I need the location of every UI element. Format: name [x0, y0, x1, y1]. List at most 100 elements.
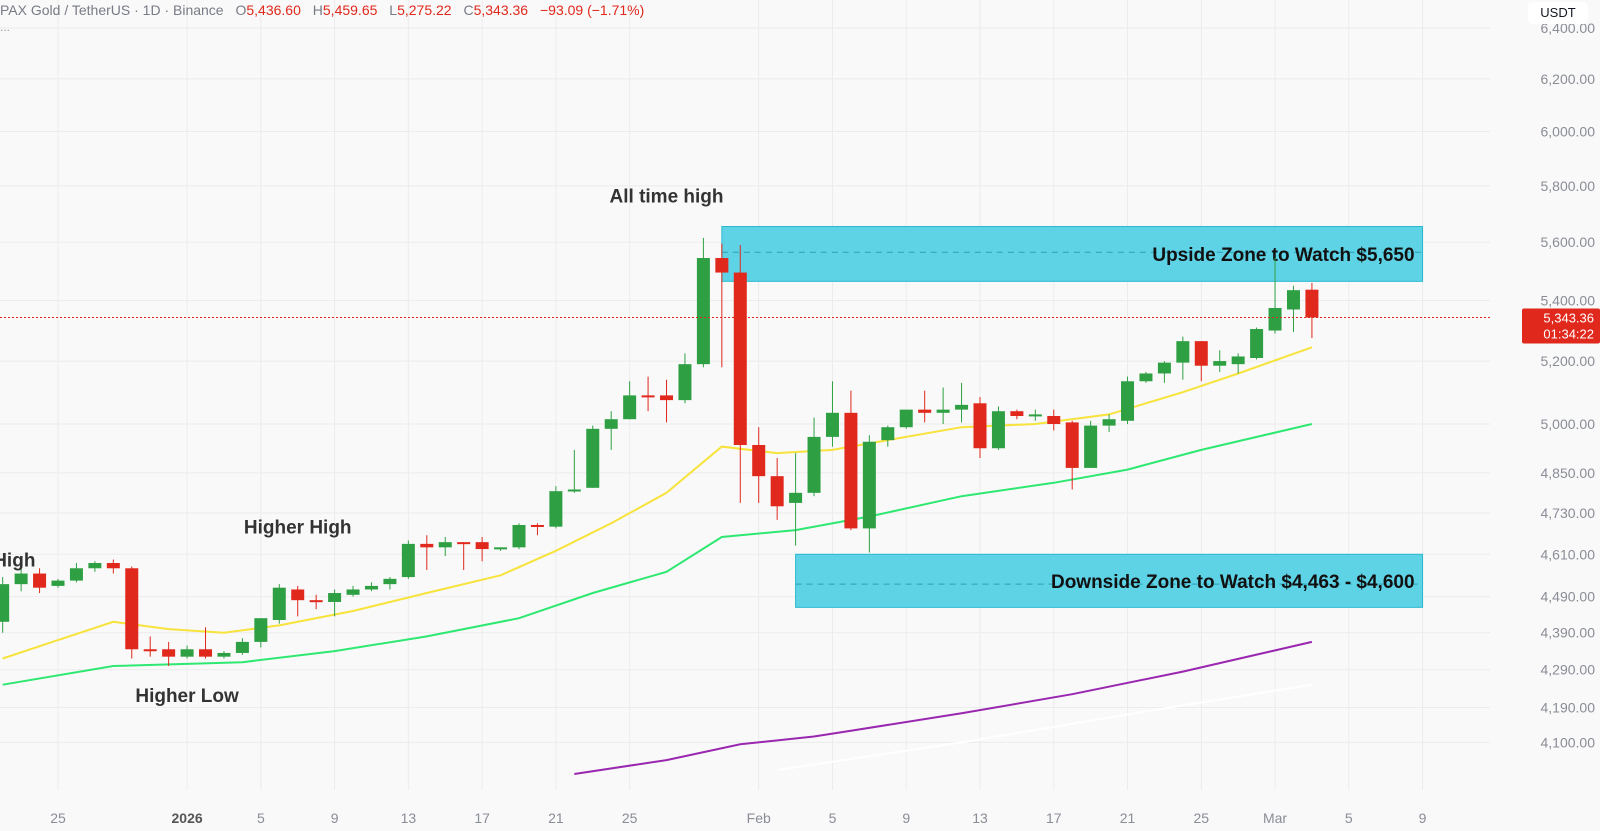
high-value: 5,459.65 [322, 2, 378, 18]
candle-body [1194, 341, 1208, 366]
upside-zone [721, 226, 1424, 282]
candle-body [1047, 416, 1061, 425]
ema-yellow-line [2, 346, 1313, 660]
candle-body [1157, 362, 1171, 374]
candle-body [51, 580, 65, 586]
candle-body [475, 542, 489, 550]
candle-body [180, 649, 194, 657]
y-tick-label: 4,390.00 [1541, 625, 1596, 641]
higher-high-label: Higher High [244, 518, 352, 539]
candle-body [272, 587, 286, 620]
y-tick-label: 4,730.00 [1541, 505, 1596, 521]
all-time-high-label: All time high [610, 187, 724, 208]
x-tick-label: 21 [548, 810, 564, 826]
y-tick-label: 4,100.00 [1541, 734, 1596, 750]
x-tick-label: 13 [972, 810, 988, 826]
y-tick-label: 4,490.00 [1541, 589, 1596, 605]
candle-body [0, 584, 10, 622]
x-tick-label: 2026 [172, 810, 203, 826]
candle-body [254, 618, 268, 642]
downside-zone-label: Downside Zone to Watch $4,463 - $4,600 [1051, 572, 1415, 593]
candle-body [88, 563, 102, 569]
candle-body [14, 573, 28, 585]
time-axis[interactable]: 25 2026 5 9 13 17 21 25 Feb 5 9 13 17 21 25 Mar 5 9 [50, 810, 1426, 826]
ema-white-line [777, 683, 1313, 771]
candle-body [1028, 414, 1042, 417]
y-tick-label: 5,000.00 [1541, 416, 1596, 432]
candle-body [1305, 289, 1319, 318]
candle-body [1121, 381, 1135, 421]
x-tick-label: Feb [747, 810, 771, 826]
y-tick-label: 5,600.00 [1541, 234, 1596, 250]
currency-button[interactable]: USDT [1528, 2, 1588, 24]
high-label: H [312, 2, 323, 18]
candle-body [69, 568, 83, 581]
last-price-tag: 5,343.36 01:34:22 [1522, 308, 1600, 344]
legend-more-button[interactable]: ... [0, 20, 11, 34]
higher-low-label: Higher Low [135, 686, 239, 707]
candle-body [401, 543, 415, 578]
candle-body [383, 578, 397, 585]
close-label: C [463, 2, 474, 18]
grid-lines [0, 0, 1490, 790]
close-value: 5,343.36 [473, 2, 529, 18]
x-tick-label: 9 [1419, 810, 1427, 826]
candle-body [235, 641, 249, 653]
y-tick-label: 5,400.00 [1541, 293, 1596, 309]
candle-body [1250, 329, 1264, 358]
x-tick-label: 25 [1193, 810, 1209, 826]
symbol-title[interactable]: PAX Gold / TetherUS · 1D · Binance [0, 2, 224, 18]
y-tick-label: 4,850.00 [1541, 465, 1596, 481]
low-label: L [389, 2, 398, 18]
moving-averages-layer [2, 346, 1313, 775]
y-tick-label: 5,800.00 [1541, 178, 1596, 194]
candle-body [328, 593, 342, 602]
x-tick-label: 5 [1345, 810, 1353, 826]
candle-body [715, 258, 729, 273]
candle-body [1065, 422, 1079, 468]
x-tick-label: 25 [622, 810, 638, 826]
ema-purple-line [574, 640, 1313, 775]
symbol-legend[interactable]: PAX Gold / TetherUS · 1D · Binance O5,43… [0, 2, 644, 18]
candle-body [1213, 361, 1227, 366]
candle-body [125, 568, 139, 650]
candle-body [512, 524, 526, 548]
open-label: O [235, 2, 247, 18]
change-value: −93.09 (−1.71%) [539, 2, 645, 18]
y-tick-label: 5,200.00 [1541, 353, 1596, 369]
candle-body [899, 409, 913, 428]
y-tick-label: 6,200.00 [1541, 71, 1596, 87]
candle-body [494, 547, 508, 550]
candle-body [162, 649, 176, 657]
y-tick-label: 6,000.00 [1541, 124, 1596, 140]
prior-high-label: er High [0, 551, 35, 572]
y-tick-label: 4,610.00 [1541, 546, 1596, 562]
candle-body [586, 428, 600, 488]
candle-body [604, 419, 618, 429]
candle-body [1231, 356, 1245, 365]
candle-body [1176, 341, 1190, 363]
candle-body [420, 543, 434, 548]
candle-body [143, 649, 157, 652]
x-tick-label: 17 [1046, 810, 1062, 826]
candle-body [1102, 419, 1116, 426]
candle-body [991, 411, 1005, 449]
candle-body [199, 649, 213, 657]
candle-body [1286, 290, 1300, 310]
candle-body [789, 492, 803, 503]
zones-layer: Upside Zone to Watch $5,650 Downside Zone… [721, 226, 1424, 608]
upside-zone-label: Upside Zone to Watch $5,650 [1152, 245, 1414, 266]
x-tick-label: 9 [331, 810, 339, 826]
x-tick-label: 9 [902, 810, 910, 826]
candle-body [641, 395, 655, 398]
candle-body [106, 563, 120, 569]
candle-body [309, 600, 323, 603]
candle-body [1268, 307, 1282, 331]
low-value: 5,275.22 [397, 2, 452, 18]
candle-body [973, 403, 987, 449]
candle-body [862, 441, 876, 529]
y-tick-label: 4,290.00 [1541, 662, 1596, 678]
candle-body [825, 412, 839, 437]
ema-green-line [2, 423, 1313, 686]
